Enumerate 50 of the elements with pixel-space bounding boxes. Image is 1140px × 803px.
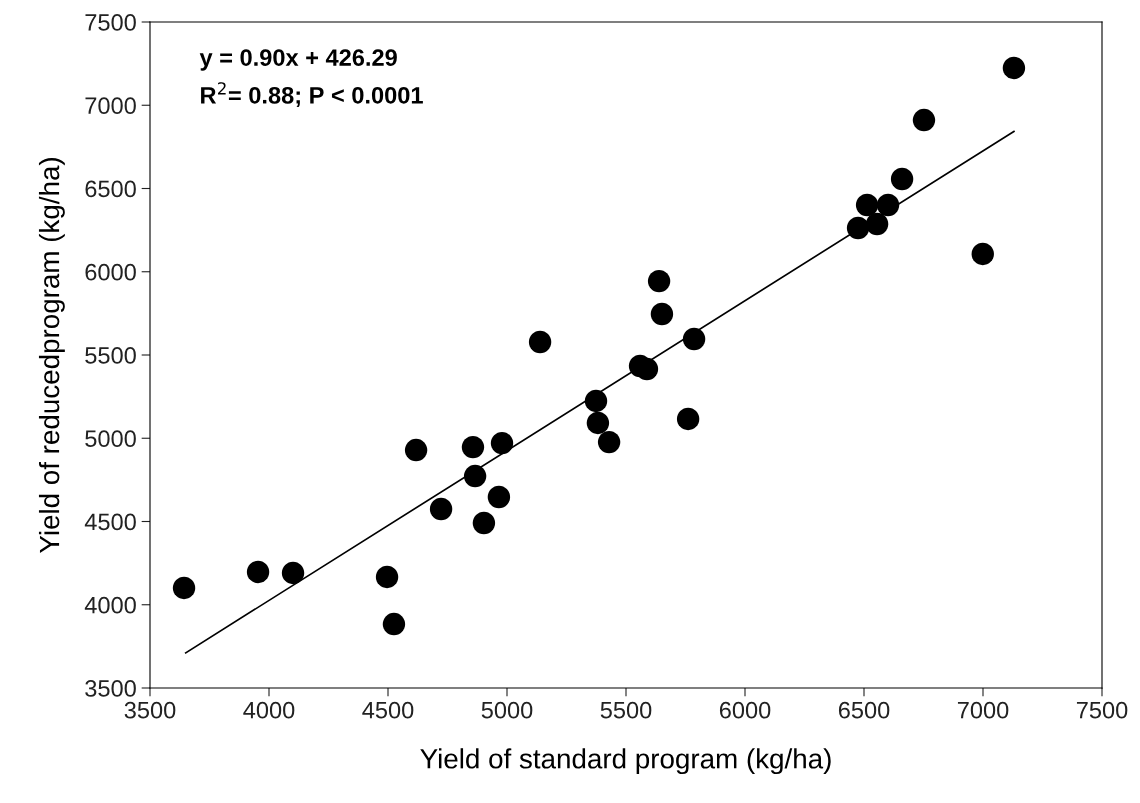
y-tick-label: 4000	[84, 596, 136, 614]
point	[971, 242, 994, 266]
point	[846, 216, 870, 240]
point	[647, 269, 671, 293]
x-tick-label: 5000	[481, 701, 533, 719]
y-tick-label: 4500	[84, 513, 136, 531]
y-tick-label: 5000	[85, 430, 136, 448]
point	[461, 435, 485, 459]
point	[912, 108, 936, 132]
point	[855, 193, 879, 217]
point	[281, 561, 305, 585]
y-tick-label: 3500	[85, 680, 136, 697]
point	[876, 193, 900, 217]
y-tick-label: 7000	[85, 97, 136, 115]
point	[676, 407, 700, 431]
x-tick-label: 4500	[362, 701, 414, 719]
x-axis-title: Yield of standard program (kg/ha)	[420, 748, 831, 775]
y-tick-label: 6500	[85, 180, 136, 198]
y-tick-label: 5500	[85, 347, 136, 364]
x-tick-label: 7500	[1076, 701, 1128, 719]
point	[682, 327, 706, 351]
point	[375, 565, 399, 589]
point	[528, 330, 552, 354]
x-tick-label: 6000	[719, 701, 771, 719]
x-tick-label: 7000	[957, 701, 1009, 719]
point	[584, 389, 608, 413]
annotation: R$^{2}$= 0.88; P < 0.0001	[201, 82, 423, 108]
y-tick-label: 6000	[85, 263, 136, 281]
point	[597, 430, 621, 454]
point	[429, 497, 453, 521]
point	[650, 302, 674, 326]
point	[1002, 56, 1026, 80]
y-tick-label: 7500	[85, 14, 136, 31]
x-tick-label: 3500	[124, 701, 176, 719]
point	[586, 411, 610, 435]
point	[890, 167, 914, 191]
point	[404, 438, 428, 462]
point	[865, 212, 889, 236]
point	[382, 612, 406, 636]
x-tick-label: 6500	[838, 701, 890, 719]
annotation: y = 0.90x + 426.29	[199, 49, 397, 71]
point	[490, 431, 514, 455]
y-axis-title: Yield of reducedprogram (kg/ha)	[38, 158, 65, 554]
point	[472, 511, 496, 535]
point	[463, 464, 487, 488]
point	[487, 485, 511, 509]
x-tick-label: 4000	[243, 701, 295, 719]
point	[172, 576, 196, 600]
x-tick-label: 5500	[600, 701, 652, 719]
point	[246, 560, 270, 584]
